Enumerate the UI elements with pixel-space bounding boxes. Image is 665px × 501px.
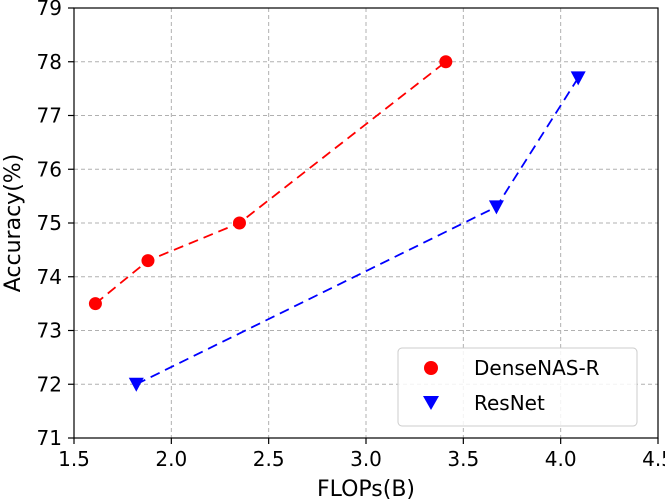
series-line-densenas-r <box>94 61 447 305</box>
data-point-resnet <box>570 71 586 86</box>
axis-ticks: 1.5 2.0 2.5 3.0 3.5 4.0 4.5 71 72 73 74 75 76 77 78 79 <box>37 0 665 471</box>
series-line-resnet <box>135 77 579 386</box>
legend-label-densenas-r: DenseNAS-R <box>474 356 600 380</box>
y-tick-label: 77 <box>37 104 62 128</box>
y-tick-label: 72 <box>37 372 62 396</box>
legend-marker-resnet <box>423 396 439 410</box>
x-tick-label: 2.0 <box>155 447 187 471</box>
y-tick-label: 76 <box>37 157 62 181</box>
x-axis-label: FLOPs(B) <box>317 477 415 501</box>
y-tick-label: 71 <box>37 426 62 450</box>
y-tick-label: 74 <box>37 265 62 289</box>
data-point-resnet <box>128 377 144 392</box>
series-resnet <box>128 71 586 392</box>
x-tick-label: 3.5 <box>447 447 479 471</box>
legend-box <box>397 347 638 427</box>
data-point-densenas-r <box>141 254 155 268</box>
data-point-densenas-r <box>88 297 102 311</box>
series-densenas-r <box>88 55 453 311</box>
series-layer <box>88 55 586 392</box>
y-tick-label: 73 <box>37 319 62 343</box>
legend-label-resnet: ResNet <box>474 391 545 415</box>
y-tick-label: 75 <box>37 211 62 235</box>
y-tick-label: 79 <box>37 0 62 20</box>
data-point-densenas-r <box>232 216 246 230</box>
x-tick-label: 2.5 <box>253 447 285 471</box>
legend: DenseNAS-R ResNet <box>397 347 638 427</box>
data-point-resnet <box>488 200 504 215</box>
x-tick-label: 3.0 <box>350 447 382 471</box>
data-point-densenas-r <box>439 55 453 69</box>
x-tick-label: 4.5 <box>642 447 665 471</box>
x-tick-label: 4.0 <box>545 447 577 471</box>
x-tick-label: 1.5 <box>58 447 90 471</box>
legend-marker-densenas-r <box>424 361 438 375</box>
y-axis-label: Accuracy(%) <box>1 154 26 293</box>
y-tick-label: 78 <box>37 50 62 74</box>
